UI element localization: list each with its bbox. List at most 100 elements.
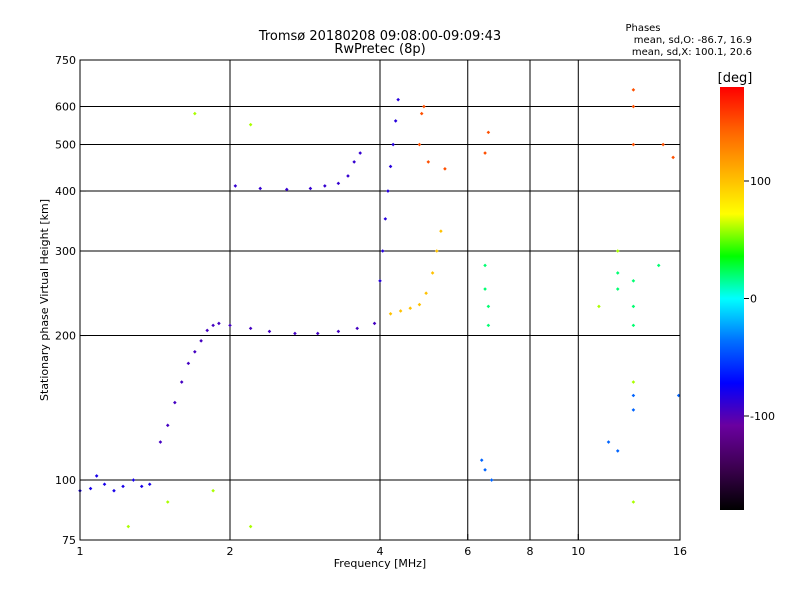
y-tick-label: 200	[55, 330, 76, 343]
scatter-point	[217, 321, 221, 326]
scatter-point	[336, 181, 341, 186]
x-tick-label: 16	[673, 545, 687, 558]
scatter-point	[656, 263, 661, 268]
scatter-point	[430, 271, 435, 275]
scatter-point	[293, 331, 297, 336]
scatter-point	[396, 97, 400, 102]
scatter-point	[233, 184, 238, 188]
y-axis-ticks: 75 100 200 300 400 500 600 750	[55, 54, 86, 547]
scatter-point	[179, 380, 184, 384]
y-tick-label: 400	[55, 185, 76, 198]
x-tick-label: 1	[77, 545, 84, 558]
scatter-point	[631, 279, 636, 283]
scatter-point	[443, 167, 447, 171]
scatter-point	[606, 440, 611, 444]
scatter-point	[434, 249, 439, 253]
scatter-point	[284, 187, 289, 192]
scatter-point	[147, 482, 152, 487]
scatter-point	[94, 474, 99, 478]
legend-line-o: mean, sd,O: -86.7, 16.9	[634, 35, 752, 46]
grid-lines	[80, 60, 680, 540]
scatter-point	[631, 323, 636, 328]
y-axis-label: Stationary phase Virtual Height [km]	[38, 199, 51, 401]
y-tick-label: 100	[55, 474, 76, 487]
y-tick-label: 500	[55, 139, 76, 152]
scatter-point	[211, 323, 215, 328]
scatter-point	[615, 249, 620, 253]
scatter-point	[631, 104, 636, 109]
scatter-point	[486, 323, 491, 328]
scatter-point	[380, 249, 385, 253]
scatter-point	[597, 304, 601, 309]
scatter-point	[186, 361, 191, 366]
scatter-point	[352, 160, 356, 164]
scatter-point	[483, 468, 487, 472]
scatter-point	[631, 142, 636, 147]
chart-subtitle: RwPretec (8p)	[334, 42, 425, 57]
scatter-point	[126, 524, 131, 529]
scatter-point	[131, 478, 136, 482]
y-tick-label: 300	[55, 245, 76, 258]
scatter-point	[211, 488, 215, 493]
scatter-point	[112, 488, 116, 493]
scatter-point	[199, 339, 203, 343]
scatter-point	[386, 189, 390, 193]
scatter-point	[173, 400, 177, 405]
scatter-point	[439, 229, 443, 233]
scatter-point	[393, 119, 398, 123]
scatter-point	[486, 130, 491, 135]
x-axis-label: Frequency [MHz]	[334, 557, 426, 570]
y-tick-label: 75	[62, 534, 76, 547]
scatter-point	[358, 151, 362, 155]
scatter-points	[78, 88, 681, 529]
scatter-point	[408, 306, 413, 311]
scatter-point	[315, 331, 320, 336]
colorbar	[720, 87, 744, 510]
scatter-point	[615, 449, 620, 453]
scatter-point	[378, 279, 382, 283]
scatter-point	[193, 111, 197, 116]
scatter-point	[228, 323, 232, 328]
scatter-point	[193, 349, 197, 354]
colorbar-tick-label: 0	[750, 293, 757, 306]
scatter-point	[489, 478, 494, 482]
colorbar-tick-label: -100	[750, 410, 775, 423]
scatter-point	[631, 408, 636, 412]
colorbar-tick-label: 100	[750, 175, 771, 188]
scatter-point	[165, 500, 170, 504]
scatter-point	[121, 484, 125, 489]
scatter-point	[383, 217, 388, 221]
scatter-point	[424, 291, 428, 296]
scatter-point	[631, 304, 636, 309]
chart-title: Tromsø 20180208 09:08:00-09:09:43	[258, 29, 501, 44]
scatter-point	[661, 142, 665, 147]
scatter-point	[388, 311, 393, 316]
legend-title: Phases	[625, 23, 660, 34]
scatter-point	[479, 458, 484, 462]
scatter-point	[248, 524, 253, 529]
scatter-point	[165, 423, 170, 428]
scatter-point	[267, 329, 272, 334]
scatter-point	[426, 160, 431, 164]
scatter-point	[388, 164, 393, 169]
scatter-point	[102, 482, 107, 487]
scatter-point	[417, 142, 422, 147]
scatter-point	[372, 321, 377, 326]
scatter-point	[483, 287, 487, 291]
scatter-point	[419, 111, 424, 116]
scatter-point	[355, 326, 359, 331]
scatter-point	[483, 151, 487, 155]
legend-line-x: mean, sd,X: 100.1, 20.6	[632, 47, 752, 58]
scatter-point	[417, 302, 422, 307]
scatter-point	[336, 329, 341, 334]
scatter-point	[308, 186, 313, 191]
colorbar-label: [deg]	[718, 71, 753, 86]
scatter-point	[631, 380, 636, 384]
x-tick-label: 8	[527, 545, 534, 558]
x-tick-label: 4	[377, 545, 384, 558]
scatter-point	[422, 104, 426, 109]
scatter-point	[671, 155, 675, 160]
scatter-point	[88, 486, 93, 491]
scatter-point	[205, 328, 209, 333]
